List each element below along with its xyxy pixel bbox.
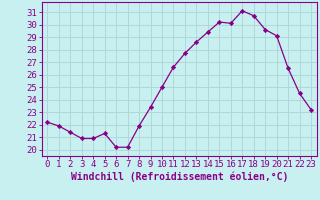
X-axis label: Windchill (Refroidissement éolien,°C): Windchill (Refroidissement éolien,°C)	[70, 172, 288, 182]
